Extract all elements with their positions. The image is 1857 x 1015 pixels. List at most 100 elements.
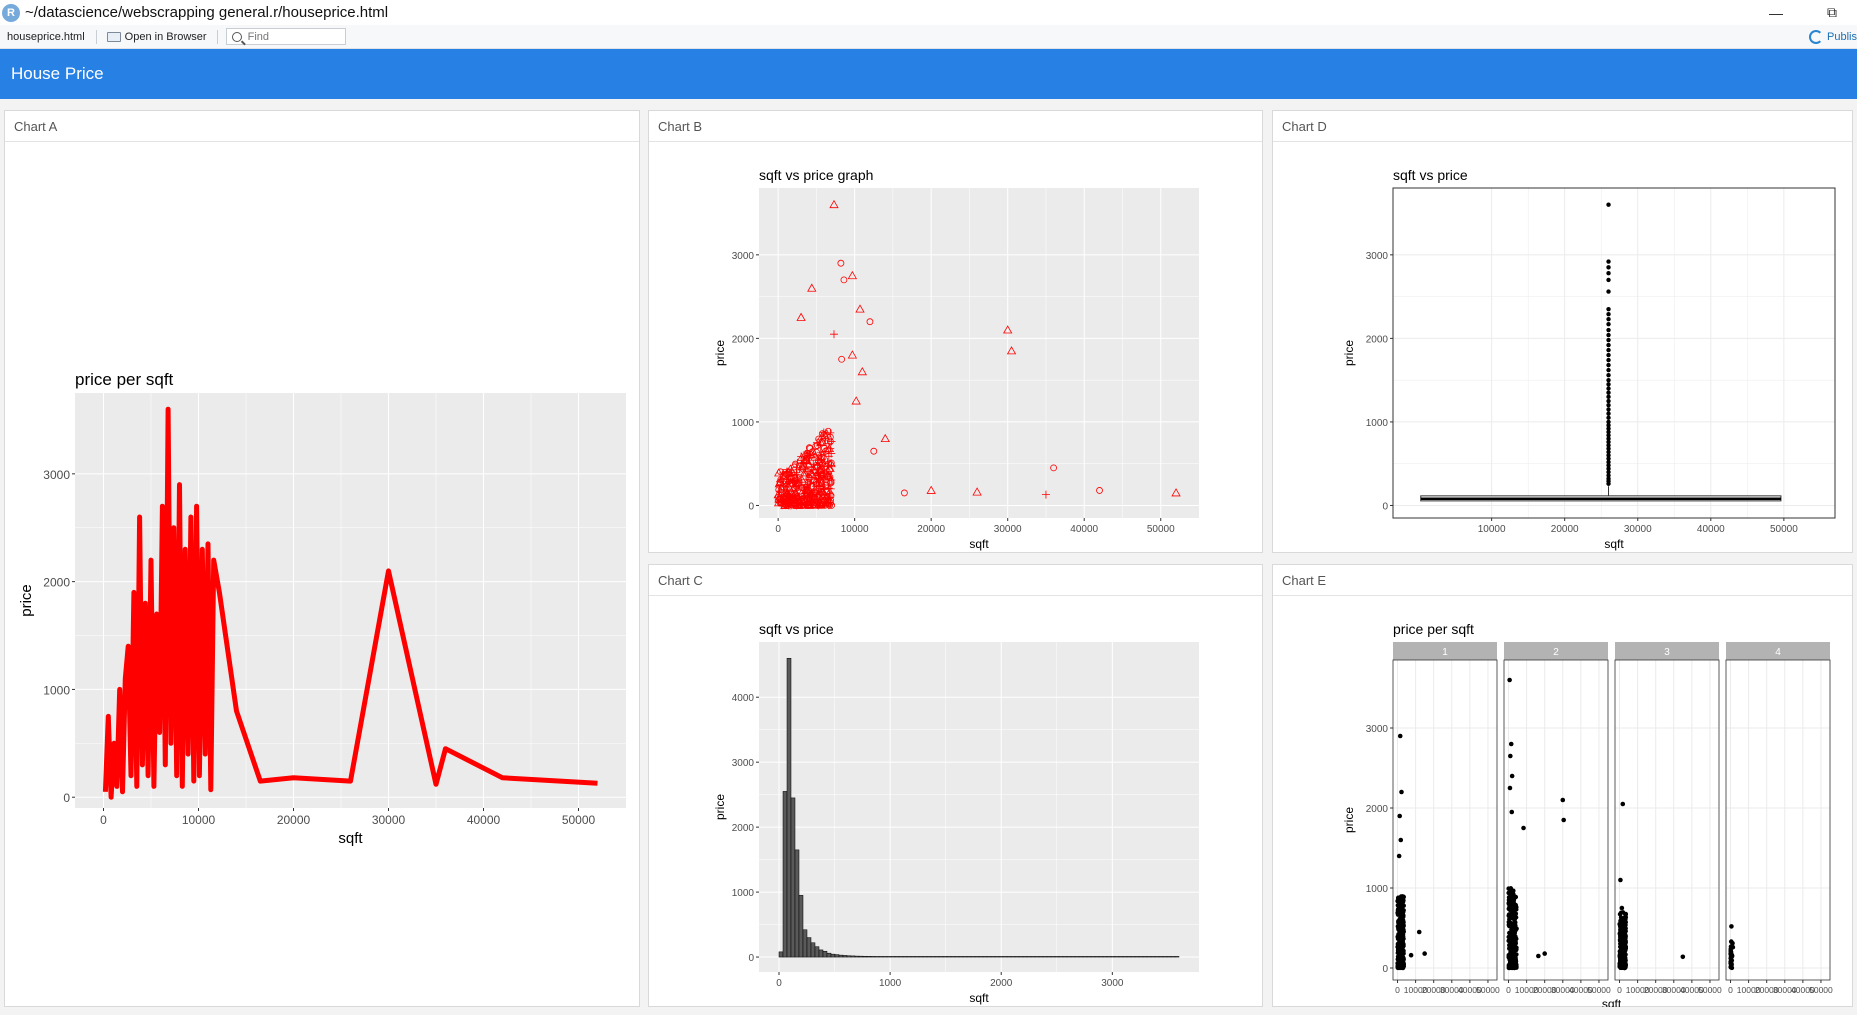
open-in-browser-button[interactable]: Open in Browser — [101, 31, 213, 43]
x-tick-label: 20000 — [1551, 524, 1579, 535]
outlier-point — [1606, 398, 1611, 404]
histogram-bar — [842, 955, 848, 958]
data-point-triangle — [809, 449, 819, 458]
data-point — [1395, 944, 1401, 950]
data-point-circle — [1050, 464, 1058, 472]
data-point-triangle — [813, 483, 823, 492]
data-point-triangle — [797, 452, 807, 461]
histogram-bar — [890, 956, 896, 958]
data-point-triangle — [774, 468, 784, 477]
histogram-bar — [950, 956, 956, 958]
data-point — [1521, 825, 1526, 831]
browser-icon — [106, 31, 121, 42]
histogram-bar — [822, 950, 828, 958]
panel-background — [1393, 188, 1835, 518]
outlier-point — [1606, 316, 1611, 322]
data-point — [1399, 915, 1405, 920]
histogram-bar — [1030, 956, 1036, 958]
outlier-point — [1606, 449, 1611, 455]
data-point — [1513, 955, 1518, 960]
x-tick-label: 30000 — [1624, 524, 1652, 535]
data-point-circle — [790, 494, 798, 502]
facet-panel-border — [1392, 659, 1498, 981]
facet-strip-label: 2 — [1553, 647, 1559, 658]
data-point-triangle — [809, 499, 820, 508]
histogram-bar — [1142, 956, 1148, 958]
histogram-bar — [1070, 956, 1076, 958]
publish-label: Publis — [1827, 30, 1857, 43]
histogram-bar — [1110, 956, 1116, 958]
data-point-circle — [822, 447, 829, 455]
data-point — [1401, 948, 1406, 954]
y-tick-label: 1000 — [732, 888, 755, 899]
data-point — [1513, 940, 1518, 946]
dashboard-title[interactable]: House Price — [11, 64, 104, 83]
data-point — [1399, 933, 1404, 938]
histogram-bar — [938, 956, 944, 958]
data-point-triangle — [796, 312, 806, 321]
data-point-triangle — [822, 429, 832, 438]
outlier-point — [1606, 456, 1611, 461]
toolbar-divider — [95, 29, 97, 44]
data-point-triangle — [857, 366, 867, 376]
data-point — [1508, 753, 1513, 759]
data-point-triangle — [829, 199, 839, 209]
restore-icon[interactable]: ⧉ — [1827, 4, 1837, 20]
outlier-point — [1606, 362, 1611, 368]
x-tick-label: 20000 — [1533, 985, 1557, 995]
data-point-triangle — [1006, 346, 1017, 355]
data-point — [1542, 951, 1547, 956]
histogram-bar — [998, 956, 1004, 958]
data-point-triangle — [785, 468, 795, 477]
histogram-bar — [802, 929, 808, 958]
data-point — [1620, 938, 1625, 944]
y-tick-label: 2000 — [732, 334, 755, 345]
data-point — [1399, 902, 1404, 907]
outlier-point — [1606, 347, 1611, 353]
data-point — [1620, 801, 1626, 807]
x-tick-label: 30000 — [1551, 985, 1575, 995]
data-point — [1401, 941, 1406, 947]
data-point-circle — [792, 490, 799, 498]
data-point-triangle — [817, 491, 827, 500]
data-point-circle — [866, 318, 874, 326]
data-point — [1510, 908, 1516, 913]
histogram-bar — [794, 849, 800, 958]
histogram-bar — [1174, 956, 1180, 958]
data-point-cross — [829, 330, 838, 339]
histogram-bar — [1134, 956, 1140, 958]
histogram-bar — [1022, 956, 1028, 958]
histogram-bar — [1034, 956, 1040, 958]
data-point-cross — [813, 469, 822, 478]
x-tick-label: 20000 — [1644, 985, 1668, 995]
outlier-point — [1606, 463, 1611, 468]
y-tick-label: 0 — [1382, 964, 1388, 975]
data-point-circle — [792, 460, 799, 468]
facet-strip — [1726, 642, 1830, 660]
outlier-point — [1606, 411, 1611, 416]
histogram-bar — [1118, 956, 1124, 958]
y-tick-label: 3000 — [1366, 251, 1389, 262]
data-point — [1509, 965, 1515, 971]
x-tick-label: 20000 — [1755, 985, 1779, 995]
facet-panel — [1615, 660, 1719, 980]
histogram-bar — [898, 956, 904, 958]
minimize-icon[interactable]: — — [1769, 4, 1783, 21]
data-point-triangle — [793, 473, 803, 482]
y-tick-label: 2000 — [1366, 804, 1389, 815]
data-point-triangle — [799, 461, 809, 470]
outlier-point — [1606, 419, 1611, 425]
facet-panel — [1504, 660, 1608, 980]
publish-button[interactable]: Publis — [1809, 29, 1857, 44]
chart-b-plot: 0 10000 20000 30000 40000 50000 0 1000 2000 3000 s… — [713, 167, 1199, 551]
data-point-triangle — [847, 270, 858, 280]
price-line-series — [102, 406, 598, 800]
data-point-triangle — [803, 487, 814, 497]
data-point-circle — [826, 438, 834, 446]
histogram-bar — [1150, 956, 1156, 958]
data-point — [1621, 958, 1626, 963]
find-input[interactable]: Find — [225, 28, 346, 45]
data-point — [1408, 952, 1414, 958]
data-point-cross — [812, 479, 821, 488]
